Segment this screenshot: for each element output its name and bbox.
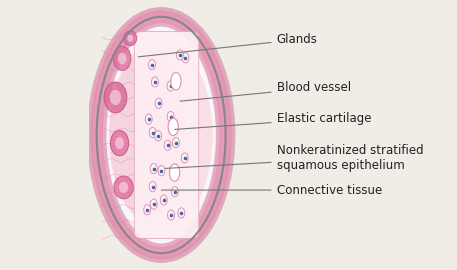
Ellipse shape xyxy=(104,82,127,113)
Ellipse shape xyxy=(178,208,185,218)
Ellipse shape xyxy=(109,50,186,220)
Ellipse shape xyxy=(168,118,178,136)
Ellipse shape xyxy=(167,81,174,91)
Text: Elastic cartilage: Elastic cartilage xyxy=(175,112,371,129)
Text: Glands: Glands xyxy=(138,33,318,57)
Ellipse shape xyxy=(168,210,175,220)
Ellipse shape xyxy=(114,176,133,199)
Ellipse shape xyxy=(124,31,137,46)
Ellipse shape xyxy=(145,114,152,124)
Ellipse shape xyxy=(110,40,213,230)
Text: Blood vessel: Blood vessel xyxy=(180,82,351,101)
Ellipse shape xyxy=(115,136,124,150)
Ellipse shape xyxy=(151,77,159,87)
Ellipse shape xyxy=(171,187,178,197)
FancyBboxPatch shape xyxy=(134,32,199,238)
Ellipse shape xyxy=(170,164,180,181)
Ellipse shape xyxy=(164,140,171,150)
Ellipse shape xyxy=(160,195,167,205)
FancyBboxPatch shape xyxy=(87,0,359,270)
Ellipse shape xyxy=(158,166,165,176)
Ellipse shape xyxy=(154,131,162,141)
Ellipse shape xyxy=(111,130,129,156)
Ellipse shape xyxy=(149,127,156,138)
Ellipse shape xyxy=(150,199,157,209)
Ellipse shape xyxy=(172,137,179,148)
Ellipse shape xyxy=(143,205,151,215)
Ellipse shape xyxy=(113,46,131,70)
Ellipse shape xyxy=(127,35,133,42)
Ellipse shape xyxy=(176,50,183,60)
Ellipse shape xyxy=(110,89,122,105)
Ellipse shape xyxy=(181,153,188,163)
Ellipse shape xyxy=(117,52,127,65)
Text: Nonkeratinized stratified
squamous epithelium: Nonkeratinized stratified squamous epith… xyxy=(165,144,423,172)
Text: Connective tissue: Connective tissue xyxy=(161,184,382,197)
Ellipse shape xyxy=(167,112,174,122)
Ellipse shape xyxy=(118,181,128,193)
Ellipse shape xyxy=(182,53,189,63)
Ellipse shape xyxy=(149,59,155,70)
Ellipse shape xyxy=(97,17,226,253)
Ellipse shape xyxy=(171,73,181,90)
Ellipse shape xyxy=(155,98,162,109)
Ellipse shape xyxy=(150,164,157,174)
Ellipse shape xyxy=(149,181,156,192)
